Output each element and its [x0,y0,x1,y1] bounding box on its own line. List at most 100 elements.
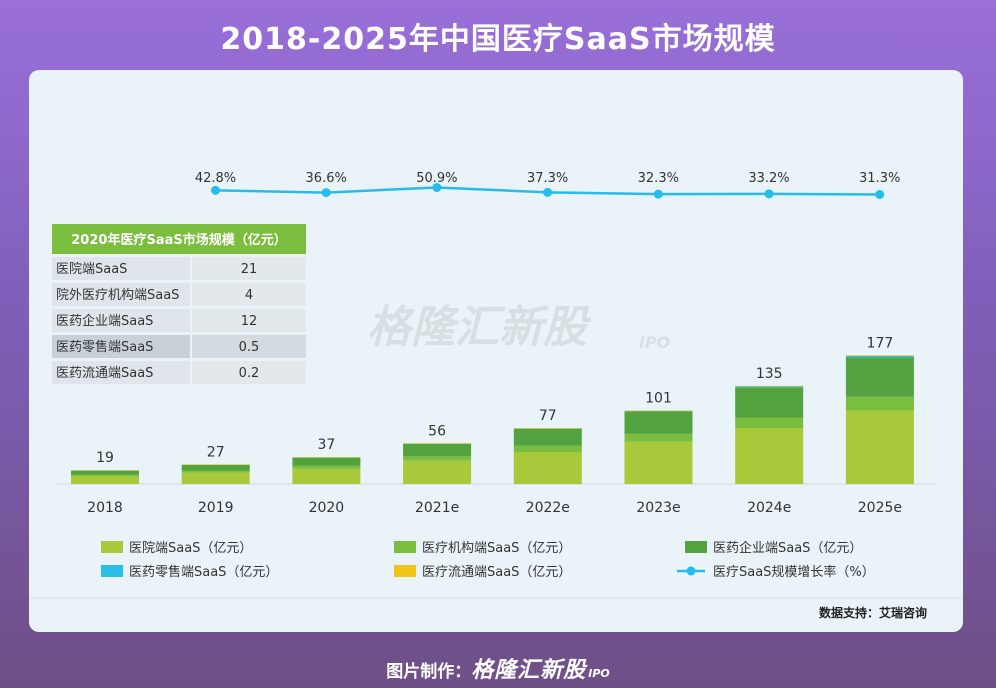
growth-point-6 [764,189,774,199]
bar-segment-5-2024e [735,385,804,387]
bar-segment-1-2025e [845,410,914,484]
bar-group [71,355,914,484]
total-label-2022e: 77 [539,408,557,424]
bar-segment-3-2021e [403,443,472,457]
source-note: 数据支持：艾瑞咨询 [819,605,927,620]
bar-segment-5-2023e [624,410,693,412]
total-label-2024e: 135 [756,366,783,382]
bar-segment-5-2021e [403,443,472,444]
table-value-cell-4 [192,335,306,358]
bar-segment-2-2020 [292,465,361,469]
legend-swatch-3 [685,541,707,553]
bar-segment-1-2021e [403,460,472,484]
table-value-cell-1 [192,257,306,280]
chart-card: 格隆汇新股 IPO 2018 2019 2020 2021e 2022e 2023e 202… [29,70,963,632]
legend-label-6: 医疗SaaS规模增长率（%） [713,564,875,580]
watermark-ipo: IPO [639,333,671,352]
bar-segment-3-2023e [624,411,693,434]
table-label-cell-4 [52,335,190,358]
bar-segment-4-2024e [735,386,804,388]
table-row-label-1: 医院端SaaS [56,262,127,277]
bar-segment-5-2022e [513,428,582,429]
bar-segment-4-2025e [845,355,914,358]
bar-segment-1-2023e [624,441,693,484]
bar-segment-2-2023e [624,433,693,442]
bar-segment-1-2024e [735,428,804,484]
footer-ipo: IPO [588,667,610,680]
x-tick-2025e: 2025e [858,500,902,516]
bar-segment-3-2022e [513,428,582,446]
table-label-cell-2 [52,283,190,306]
bar-segment-2-2022e [513,445,582,453]
growth-point-5 [653,189,663,199]
bar-segment-5-2019 [181,464,250,465]
legend-label-3: 医药企业端SaaS（亿元） [713,540,862,556]
bar-segment-3-2019 [181,464,250,471]
inset-table-title: 2020年医疗SaaS市场规模（亿元） [71,232,286,248]
bar-segment-1-2022e [513,452,582,484]
inset-table: 2020年医疗SaaS市场规模（亿元） 医院端SaaS 21 院外医疗机构端SaaS… [52,224,306,384]
bar-segment-3-2024e [735,387,804,418]
growth-line-group: 42.8% 36.6% 50.9% 37.3% 32.3% 33.2% 31.3% [195,171,900,199]
table-row-value-1: 21 [241,262,258,277]
page-title: 2018-2025年中国医疗SaaS市场规模 [220,22,776,57]
x-tick-labels: 2018 2019 2020 2021e 2022e 2023e 2024e 2025e [87,500,902,516]
growth-point-1 [211,185,220,195]
bar-segment-2-2018 [71,474,139,477]
watermark-text: 格隆汇新股 [367,302,592,353]
legend-swatch-5 [394,565,416,577]
growth-point-7 [875,190,885,199]
table-value-cell-2 [192,283,306,306]
total-label-2023e: 101 [645,391,672,407]
legend-label-4: 医药零售端SaaS（亿元） [129,564,278,580]
total-label-2019: 27 [207,444,225,460]
growth-label-3: 50.9% [416,171,457,186]
growth-label-1: 42.8% [195,171,236,186]
bar-segment-3-2025e [845,357,914,397]
legend-swatch-1 [101,541,123,553]
inset-table-header-bg [52,224,306,254]
growth-point-4 [543,187,553,197]
bar-segment-2-2025e [845,396,914,411]
bar-segment-3-2020 [292,457,361,466]
bar-segment-1-2020 [292,468,361,484]
total-label-2020: 37 [317,437,335,453]
bar-segment-2-2021e [403,456,472,461]
legend-label-5: 医疗流通端SaaS（亿元） [422,565,571,580]
growth-label-4: 37.3% [527,171,568,186]
footer-prefix: 图片制作： [386,662,472,682]
x-tick-2020: 2020 [309,500,345,516]
legend-line-marker [686,566,696,576]
total-labels: 19 27 37 56 77 101 135 177 [96,335,893,466]
growth-label-2: 36.6% [306,171,347,186]
footer-brand: 格隆汇新股 [471,658,587,683]
x-tick-2023e: 2023e [636,500,680,516]
bar-segment-5-2020 [292,457,361,458]
bar-segment-5-2018 [71,470,139,471]
table-row-label-4: 医药零售端SaaS [56,339,153,355]
growth-label-5: 32.3% [638,171,679,186]
x-tick-2018: 2018 [87,500,123,516]
x-tick-2021e: 2021e [415,500,459,516]
chart-svg: 格隆汇新股 IPO 2018 2019 2020 2021e 2022e 2023e 202… [29,171,963,620]
table-label-cell-3 [52,309,190,332]
table-row-value-5: 0.2 [239,366,260,381]
table-row-value-2: 4 [245,288,253,303]
bar-segment-2-2019 [181,470,250,473]
x-tick-2024e: 2024e [747,500,791,516]
bar-segment-5-2025e [845,355,914,356]
watermark: 格隆汇新股 IPO [367,302,671,353]
legend-label-2: 医疗机构端SaaS（亿元） [422,541,571,556]
growth-point-3 [432,182,442,192]
table-row-value-4: 0.5 [239,340,260,355]
growth-point-2 [321,188,331,198]
bar-segment-2-2024e [735,417,804,429]
table-row-label-5: 医药流通端SaaS [56,366,153,381]
x-tick-2019: 2019 [198,500,234,516]
growth-label-6: 33.2% [748,171,789,186]
legend-swatch-4 [101,565,123,577]
bar-segment-3-2018 [71,470,139,475]
table-value-cell-3 [192,309,306,332]
total-label-2025e: 177 [867,335,894,351]
x-tick-2022e: 2022e [526,500,570,516]
